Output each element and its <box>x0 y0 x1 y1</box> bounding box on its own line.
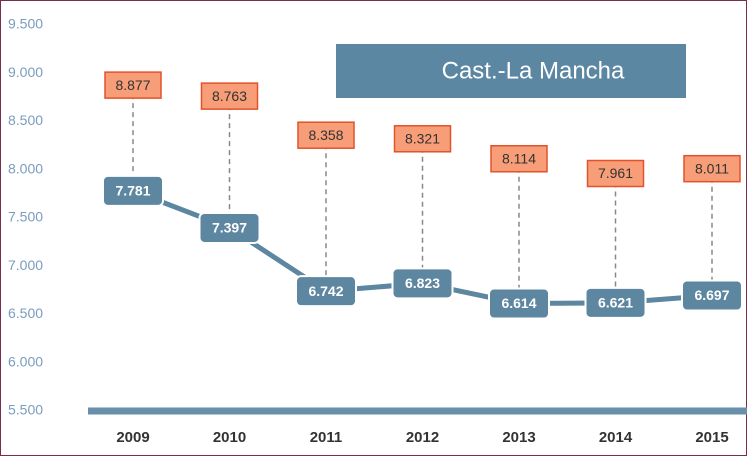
y-tick-label: 5.500 <box>8 402 43 418</box>
marker <box>490 144 548 173</box>
data-label: 7.781 <box>115 183 150 199</box>
marker <box>102 174 164 207</box>
y-tick-label: 8.000 <box>8 160 43 176</box>
data-label: 8.358 <box>308 127 343 143</box>
marker <box>200 82 259 110</box>
marker <box>393 125 452 153</box>
marker <box>488 287 550 320</box>
y-tick-label: 9.000 <box>8 64 43 80</box>
data-label: 7.961 <box>598 165 633 181</box>
data-label: 8.877 <box>115 77 150 93</box>
marker <box>584 286 647 319</box>
marker <box>297 121 355 149</box>
x-tick-label: 2010 <box>213 429 246 446</box>
data-label: 7.397 <box>212 220 247 236</box>
x-tick-label: 2014 <box>599 429 633 446</box>
data-label: 6.697 <box>694 287 729 303</box>
x-tick-label: 2013 <box>502 429 535 446</box>
data-label: 8.114 <box>502 150 536 166</box>
marker <box>295 275 357 308</box>
marker <box>681 279 743 312</box>
data-label: 6.621 <box>598 295 633 311</box>
marker <box>586 159 645 188</box>
data-label: 6.742 <box>308 283 343 299</box>
data-label: 8.011 <box>695 160 729 176</box>
marker <box>198 211 261 244</box>
y-tick-label: 7.500 <box>8 209 43 225</box>
title-box <box>336 44 686 98</box>
y-tick-label: 8.500 <box>8 112 43 128</box>
y-tick-label: 7.000 <box>8 257 43 273</box>
x-tick-label: 2011 <box>310 429 343 446</box>
y-tick-label: 6.500 <box>8 305 43 321</box>
x-tick-label: 2012 <box>406 429 439 446</box>
marker <box>683 154 741 183</box>
data-label: 8.321 <box>405 130 440 146</box>
data-label: 6.614 <box>501 295 536 311</box>
y-tick-label: 6.000 <box>8 353 43 369</box>
marker <box>104 71 162 99</box>
x-tick-label: 2009 <box>116 429 149 446</box>
x-tick-label: 2015 <box>695 429 728 446</box>
data-label: 8.763 <box>212 88 247 104</box>
marker <box>391 267 454 300</box>
y-tick-label: 9.500 <box>8 16 43 32</box>
chart-title: Cast.-La Mancha <box>442 57 625 84</box>
data-label: 6.823 <box>405 275 440 291</box>
